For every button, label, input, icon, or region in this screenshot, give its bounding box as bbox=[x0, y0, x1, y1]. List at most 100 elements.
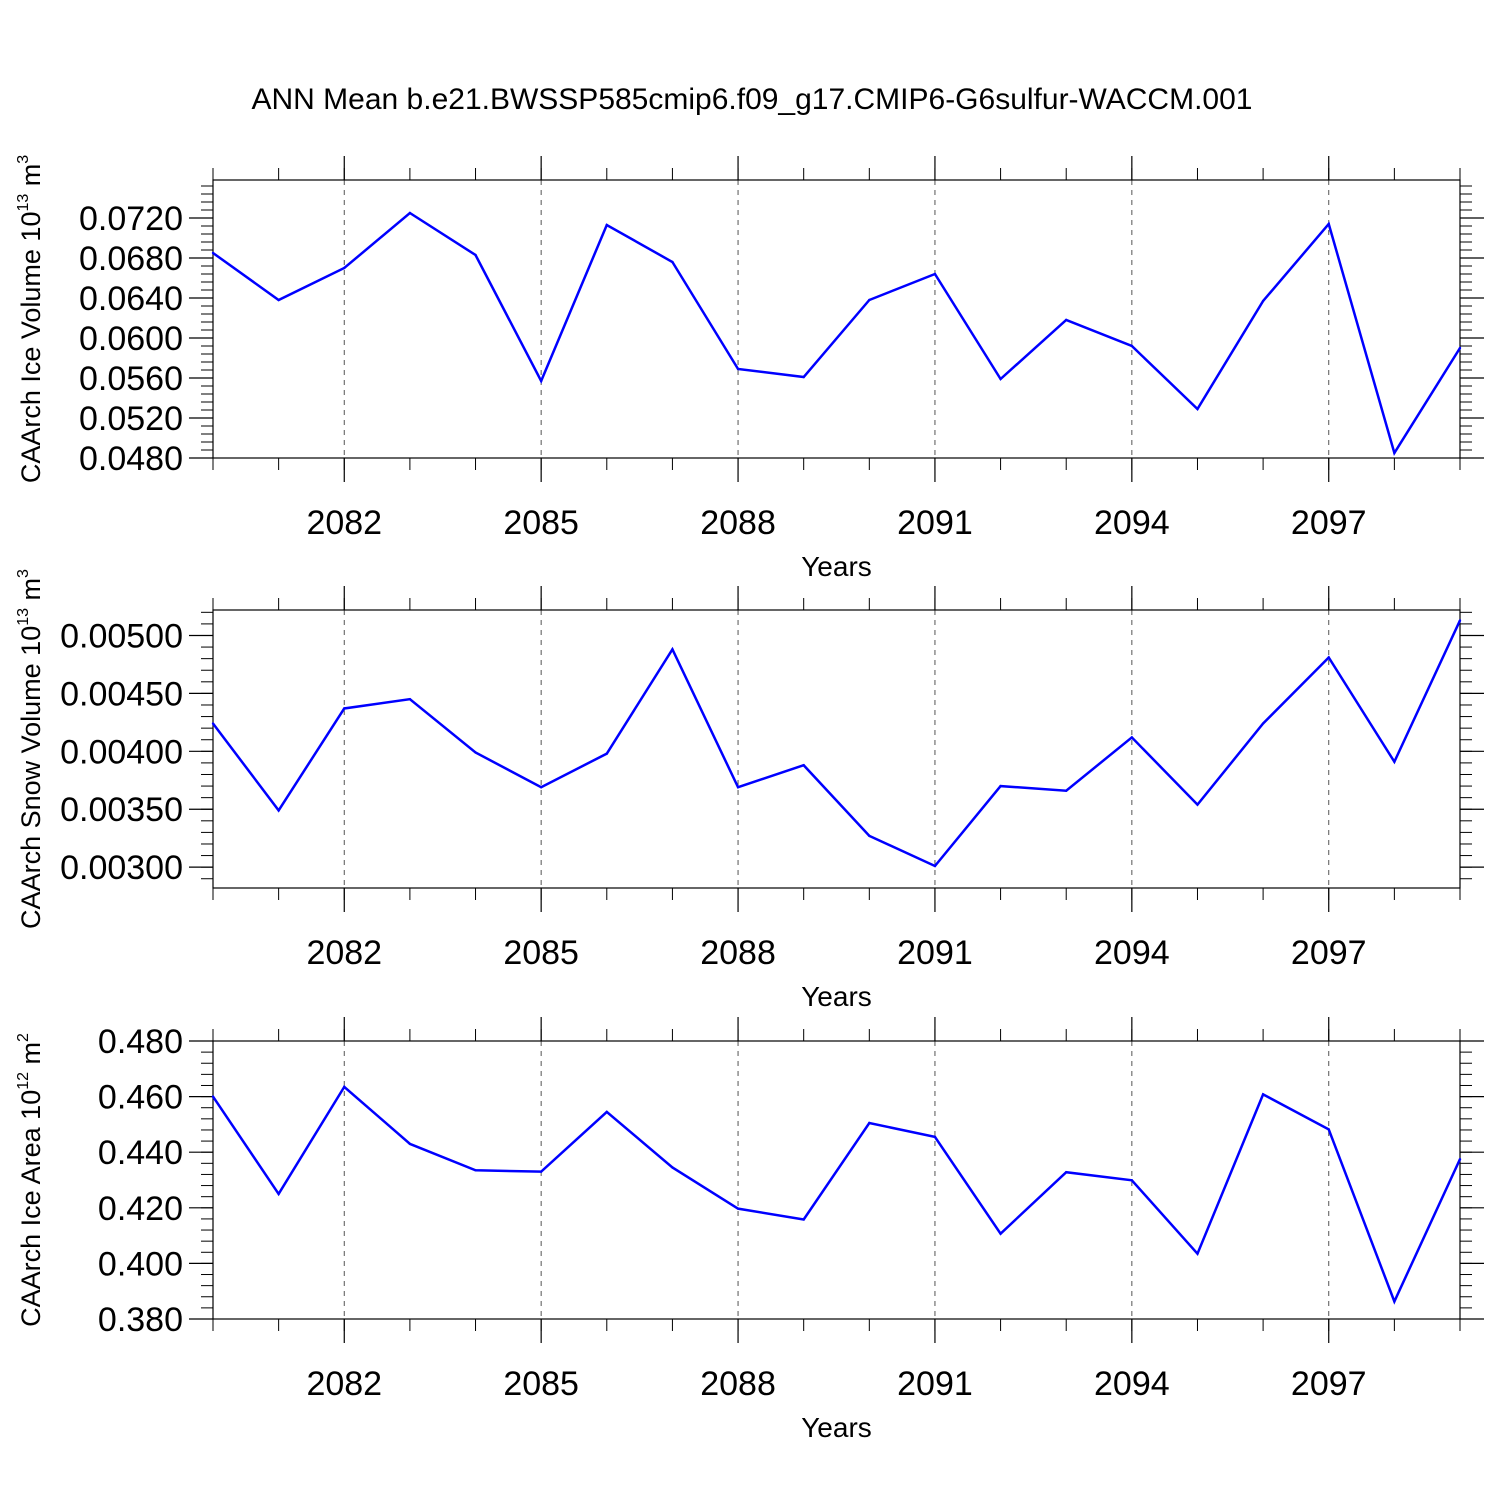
data-point bbox=[343, 707, 346, 710]
data-point bbox=[408, 211, 412, 215]
x-tick-label: 2094 bbox=[1094, 934, 1170, 972]
data-point bbox=[474, 1169, 477, 1172]
y-tick-label: 0.00300 bbox=[60, 849, 183, 887]
x-tick-label: 2082 bbox=[306, 504, 382, 542]
data-point bbox=[1327, 222, 1330, 226]
data-point bbox=[933, 1135, 937, 1139]
data-point bbox=[1130, 1179, 1134, 1182]
x-tick-label: 2088 bbox=[700, 504, 776, 542]
data-point bbox=[736, 367, 740, 371]
y-axis-label-unit: m bbox=[16, 164, 46, 194]
chart-panels: 0.04800.05200.05600.06000.06400.06800.07… bbox=[15, 155, 1484, 1443]
data-point bbox=[1393, 1300, 1396, 1303]
y-axis-label: CAArch Ice Volume 1013 m3 bbox=[15, 155, 46, 483]
plot-frame bbox=[212, 179, 1461, 459]
y-tick-label: 0.420 bbox=[98, 1190, 183, 1228]
y-tick-label: 0.460 bbox=[98, 1079, 183, 1117]
x-tick-label: 2088 bbox=[700, 1365, 776, 1403]
x-axis-label: Years bbox=[801, 551, 872, 582]
data-point bbox=[1261, 722, 1265, 725]
figure-title: ANN Mean b.e21.BWSSP585cmip6.f09_g17.CMI… bbox=[252, 83, 1253, 116]
data-point bbox=[868, 834, 871, 838]
y-axis-label-text: CAArch Snow Volume 10 bbox=[16, 626, 46, 929]
x-tick-label: 2085 bbox=[503, 934, 579, 972]
data-point bbox=[343, 1085, 346, 1089]
data-point bbox=[277, 1192, 280, 1196]
data-point bbox=[211, 1095, 215, 1098]
data-point bbox=[802, 375, 805, 379]
x-tick-label: 2085 bbox=[503, 1365, 579, 1403]
y-axis-label-unit: m bbox=[16, 578, 46, 608]
y-tick-label: 0.0520 bbox=[79, 400, 183, 438]
y-axis-label-exponent: 13 bbox=[15, 608, 32, 626]
data-point bbox=[408, 1142, 412, 1146]
data-point bbox=[211, 722, 215, 725]
y-axis-label-unit-exponent: 3 bbox=[15, 569, 32, 578]
series-line bbox=[211, 1084, 1462, 1305]
data-point bbox=[343, 266, 346, 270]
data-point bbox=[605, 752, 608, 755]
data-point bbox=[277, 298, 280, 302]
y-tick-label: 0.00400 bbox=[60, 733, 183, 771]
y-axis-label-exponent: 12 bbox=[15, 1072, 32, 1090]
data-point bbox=[802, 1218, 805, 1221]
x-tick-label: 2085 bbox=[503, 504, 579, 542]
y-tick-label: 0.440 bbox=[98, 1134, 183, 1172]
data-point bbox=[1065, 1171, 1068, 1174]
data-point bbox=[1065, 318, 1068, 322]
x-tick-label: 2091 bbox=[897, 1365, 973, 1403]
y-tick-label: 0.380 bbox=[98, 1301, 183, 1339]
data-point bbox=[868, 1121, 871, 1125]
data-point bbox=[1458, 346, 1462, 350]
data-point bbox=[736, 1207, 740, 1210]
chart-panel-2: 0.00300 0.00350 0.00400 0.00450 0.00500 2082 2… bbox=[15, 569, 1484, 1012]
data-point bbox=[1393, 760, 1396, 763]
data-point bbox=[1327, 1128, 1330, 1131]
plot-frame bbox=[212, 1040, 1461, 1320]
y-tick-label: 0.00500 bbox=[60, 617, 183, 655]
x-tick-label: 2097 bbox=[1291, 934, 1367, 972]
x-tick-label: 2094 bbox=[1094, 504, 1170, 542]
x-tick-label: 2094 bbox=[1094, 1365, 1170, 1403]
series-line bbox=[212, 211, 1462, 457]
data-point bbox=[1261, 299, 1265, 303]
data-point bbox=[671, 648, 674, 651]
y-tick-label: 0.00450 bbox=[60, 675, 183, 713]
y-axis-label-unit-exponent: 3 bbox=[15, 155, 32, 164]
data-point bbox=[1261, 1093, 1265, 1096]
x-tick-label: 2091 bbox=[897, 934, 973, 972]
x-axis-label: Years bbox=[801, 981, 872, 1012]
data-point bbox=[802, 764, 805, 767]
data-point bbox=[539, 1170, 543, 1173]
x-tick-label: 2091 bbox=[897, 504, 973, 542]
y-tick-label: 0.0480 bbox=[79, 440, 183, 478]
data-point bbox=[1458, 1157, 1462, 1161]
y-tick-label: 0.0720 bbox=[79, 200, 183, 238]
y-axis-label-exponent: 13 bbox=[15, 194, 32, 212]
y-axis-label-unit-exponent: 2 bbox=[15, 1033, 32, 1042]
x-tick-label: 2097 bbox=[1291, 504, 1367, 542]
x-tick-label: 2088 bbox=[700, 934, 776, 972]
data-point bbox=[539, 379, 543, 383]
y-axis-label-text: CAArch Ice Volume 10 bbox=[16, 212, 46, 484]
data-point bbox=[1130, 736, 1134, 739]
y-axis-label: CAArch Snow Volume 1013 m3 bbox=[15, 569, 46, 929]
data-point bbox=[999, 377, 1002, 381]
data-point bbox=[277, 809, 280, 812]
data-point bbox=[539, 786, 543, 789]
data-point bbox=[1327, 656, 1330, 659]
x-tick-label: 2097 bbox=[1291, 1365, 1367, 1403]
data-point bbox=[1130, 344, 1134, 348]
y-axis-label-text: CAArch Ice Area 10 bbox=[16, 1090, 46, 1327]
y-tick-label: 0.0600 bbox=[79, 320, 183, 358]
y-axis-label-unit: m bbox=[16, 1042, 46, 1072]
chart-panel-1: 0.04800.05200.05600.06000.06400.06800.07… bbox=[15, 155, 1484, 582]
y-tick-label: 0.00350 bbox=[60, 791, 183, 829]
x-tick-label: 2082 bbox=[306, 934, 382, 972]
data-point bbox=[1196, 1252, 1199, 1255]
y-tick-label: 0.0560 bbox=[79, 360, 183, 398]
chart-panel-3: 0.380 0.400 0.420 0.440 0.460 0.480 2082 2085 20… bbox=[15, 1017, 1484, 1443]
data-point bbox=[1458, 619, 1462, 622]
